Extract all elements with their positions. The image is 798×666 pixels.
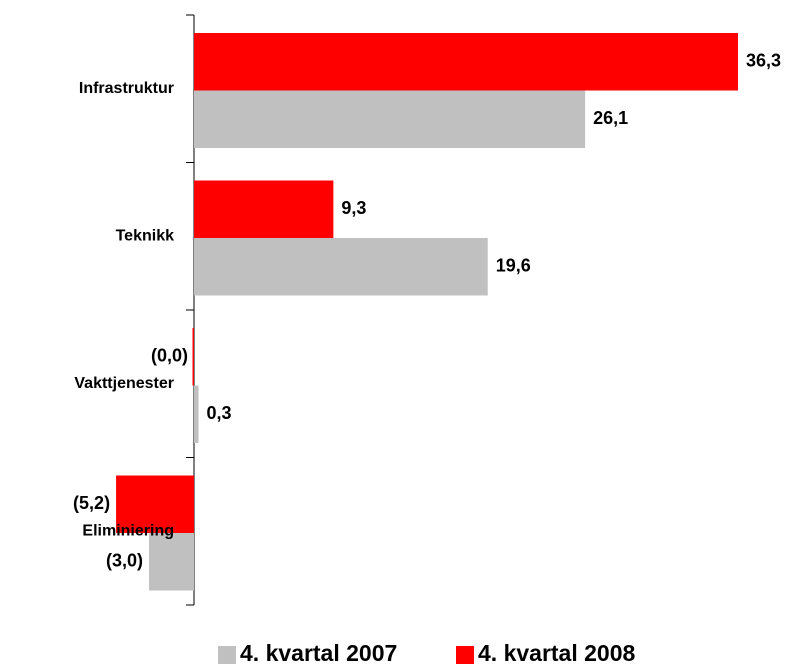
value-label: 19,6 <box>496 256 531 276</box>
bar <box>116 475 194 533</box>
bar <box>194 385 199 443</box>
value-label: (5,2) <box>73 493 110 513</box>
category-label: Eliminiering <box>82 522 174 539</box>
bar <box>192 328 194 386</box>
value-label: 36,3 <box>746 51 781 71</box>
bar <box>194 180 334 238</box>
bar <box>149 533 194 591</box>
legend-label: 4. kvartal 2008 <box>478 640 636 666</box>
value-label: (3,0) <box>106 551 143 571</box>
value-label: 9,3 <box>341 198 366 218</box>
legend-label: 4. kvartal 2007 <box>240 640 397 666</box>
bar <box>194 90 586 148</box>
category-label: Teknikk <box>116 227 175 244</box>
legend-swatch <box>218 646 236 664</box>
value-label: 26,1 <box>593 108 628 128</box>
legend-swatch <box>456 646 474 664</box>
category-label: Vakttjenester <box>74 375 174 392</box>
bar <box>194 238 488 296</box>
value-label: (0,0) <box>151 346 188 366</box>
category-label: Infrastruktur <box>79 80 174 97</box>
value-label: 0,3 <box>206 403 231 423</box>
bar <box>194 33 738 91</box>
